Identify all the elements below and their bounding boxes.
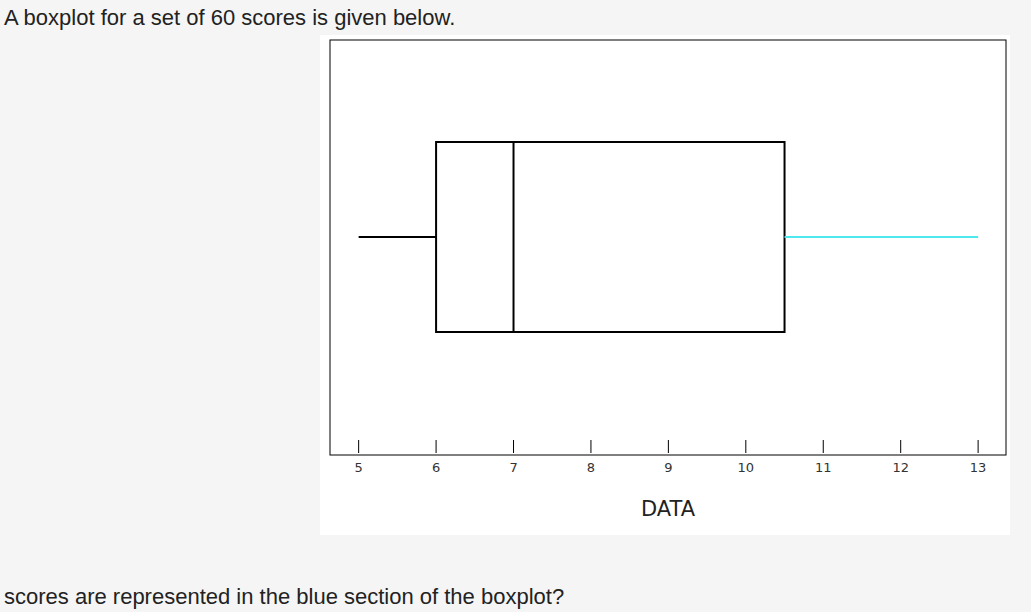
x-tick bbox=[513, 440, 514, 453]
upper-whisker bbox=[785, 236, 979, 238]
x-tick-label: 6 bbox=[432, 460, 440, 475]
x-tick bbox=[668, 440, 669, 453]
x-tick bbox=[436, 440, 437, 453]
x-tick bbox=[590, 440, 591, 453]
x-tick bbox=[358, 440, 359, 453]
page: A boxplot for a set of 60 scores is give… bbox=[0, 0, 1031, 612]
median bbox=[513, 142, 515, 332]
x-tick-label: 13 bbox=[970, 460, 987, 475]
intro-text: A boxplot for a set of 60 scores is give… bbox=[4, 5, 455, 30]
marks bbox=[359, 142, 978, 332]
x-tick bbox=[823, 440, 824, 453]
x-tick-label: 11 bbox=[815, 460, 832, 475]
box bbox=[436, 142, 784, 332]
lower-whisker bbox=[359, 236, 436, 238]
x-tick-label: 5 bbox=[355, 460, 363, 475]
x-tick bbox=[745, 440, 746, 453]
x-tick-label: 9 bbox=[664, 460, 672, 475]
x-tick bbox=[978, 440, 979, 453]
panel bbox=[320, 35, 1010, 535]
x-tick-label: 10 bbox=[738, 460, 755, 475]
x-tick-label: 7 bbox=[509, 460, 517, 475]
x-tick-label: 8 bbox=[587, 460, 595, 475]
x-tick bbox=[900, 440, 901, 453]
x-tick-label: 12 bbox=[892, 460, 909, 475]
plot-frame bbox=[330, 40, 1006, 455]
question-text: scores are represented in the blue secti… bbox=[4, 584, 564, 609]
x-axis-label: DATA bbox=[641, 497, 696, 521]
